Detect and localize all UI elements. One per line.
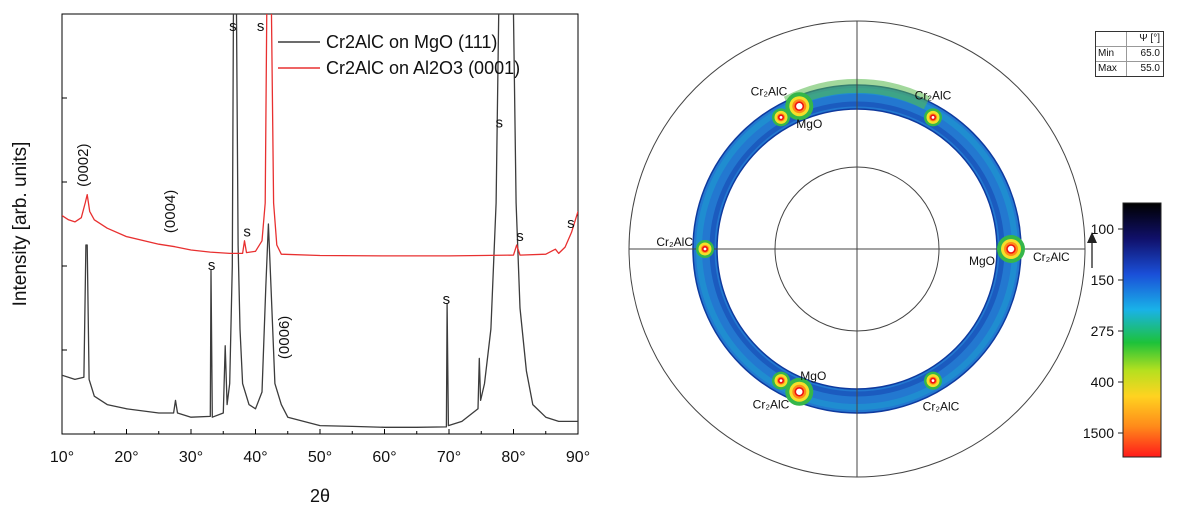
y-axis-title: Intensity [arb. units] — [10, 142, 31, 307]
cr2alc-label: Cr₂AlC — [915, 88, 952, 102]
xrd-chart: 10° 20° 30° 40° 50° 60° 70° 80° 90° 2θ Intensity [… — [10, 13, 590, 506]
cr2alc-label: Cr₂AlC — [656, 235, 693, 249]
substrate-peak-label: s — [496, 114, 504, 131]
legend-label-0: Cr2AlC on MgO (111) — [326, 32, 497, 52]
peak-label: (0006) — [276, 316, 293, 359]
xrd-series — [62, 14, 578, 428]
psi-min-label: Min — [1096, 47, 1127, 61]
cr2alc-label: Cr₂AlC — [923, 400, 960, 414]
psi-max-label: Max — [1096, 62, 1127, 76]
cr2alc-spot-center — [929, 377, 936, 384]
pole-figure-labels: Cr₂AlC Cr₂AlC Cr₂AlC Cr₂AlC Cr₂AlC Cr₂AlC MgO M… — [656, 84, 1070, 413]
xrd-axes: 10° 20° 30° 40° 50° 60° 70° 80° 90° 2θ Intensity [… — [10, 13, 590, 506]
x-tick-label: 90° — [566, 449, 590, 466]
legend-label-1: Cr2AlC on Al2O3 (0001) — [326, 58, 520, 78]
cr2alc-label: Cr₂AlC — [1033, 250, 1070, 264]
series-line-1 — [62, 14, 578, 257]
substrate-peak-label: s — [257, 18, 265, 35]
x-tick-label: 60° — [372, 449, 396, 466]
x-tick-label: 10° — [50, 449, 74, 466]
x-tick-label: 30° — [179, 449, 203, 466]
psi-header: Ψ [°] — [1139, 33, 1160, 44]
mgo-label: MgO — [969, 254, 995, 268]
cr2alc-label: Cr₂AlC — [753, 398, 790, 412]
direction-arrow-head — [1087, 232, 1097, 243]
psi-row-max: Max 55.0 — [1096, 62, 1163, 76]
mgo-spot-center — [1006, 244, 1016, 254]
mgo-spot-center — [794, 101, 805, 112]
substrate-peak-label: s — [567, 215, 575, 232]
cr2alc-spot-center — [702, 246, 709, 253]
substrate-peak-label: s — [516, 228, 524, 245]
psi-table-header: Ψ [°] — [1096, 32, 1163, 47]
mgo-label: MgO — [796, 117, 822, 131]
mgo-spot-center — [794, 386, 805, 397]
colorbar-label: 275 — [1091, 323, 1115, 339]
colorbar-label: 100 — [1091, 221, 1115, 237]
peak-label: (0002) — [75, 144, 92, 187]
x-tick-label: 50° — [308, 449, 332, 466]
x-tick-label: 80° — [501, 449, 525, 466]
colorbar-gradient — [1122, 202, 1162, 458]
substrate-peak-label: s — [443, 291, 451, 308]
legend: Cr2AlC on MgO (111) Cr2AlC on Al2O3 (0001… — [278, 32, 520, 78]
cr2alc-spot-center — [929, 114, 936, 121]
cr2alc-label: Cr₂AlC — [751, 84, 788, 98]
substrate-peak-label: s — [229, 18, 237, 35]
peak-label: (0004) — [162, 190, 179, 233]
xrd-annotations: (0002) (0004) (0006) s s s s s s s s — [75, 18, 575, 359]
x-tick-label: 40° — [243, 449, 267, 466]
x-axis-title: 2θ — [310, 486, 330, 506]
psi-min-value: 65.0 — [1140, 48, 1160, 59]
substrate-peak-label: s — [243, 224, 251, 241]
colorbar-label: 150 — [1091, 272, 1115, 288]
psi-max-value: 55.0 — [1140, 63, 1160, 74]
substrate-peak-label: s — [208, 257, 216, 274]
x-tick-label: 20° — [114, 449, 138, 466]
cr2alc-spot-center — [778, 377, 785, 384]
pole-figure: Cr₂AlC Cr₂AlC Cr₂AlC Cr₂AlC Cr₂AlC Cr₂AlC MgO M… — [628, 20, 1162, 478]
pole-figure-body — [628, 20, 1097, 478]
colorbar: 100 150 275 400 1500 — [1083, 202, 1162, 458]
colorbar-label: 1500 — [1083, 425, 1114, 441]
mgo-label: MgO — [800, 369, 826, 383]
cr2alc-spot-center — [778, 114, 785, 121]
x-tick-label: 70° — [437, 449, 461, 466]
colorbar-label: 400 — [1091, 374, 1115, 390]
psi-table: Ψ [°] Min 65.0 Max 55.0 — [1095, 31, 1164, 77]
psi-row-min: Min 65.0 — [1096, 47, 1163, 62]
series-line-0 — [62, 14, 578, 428]
